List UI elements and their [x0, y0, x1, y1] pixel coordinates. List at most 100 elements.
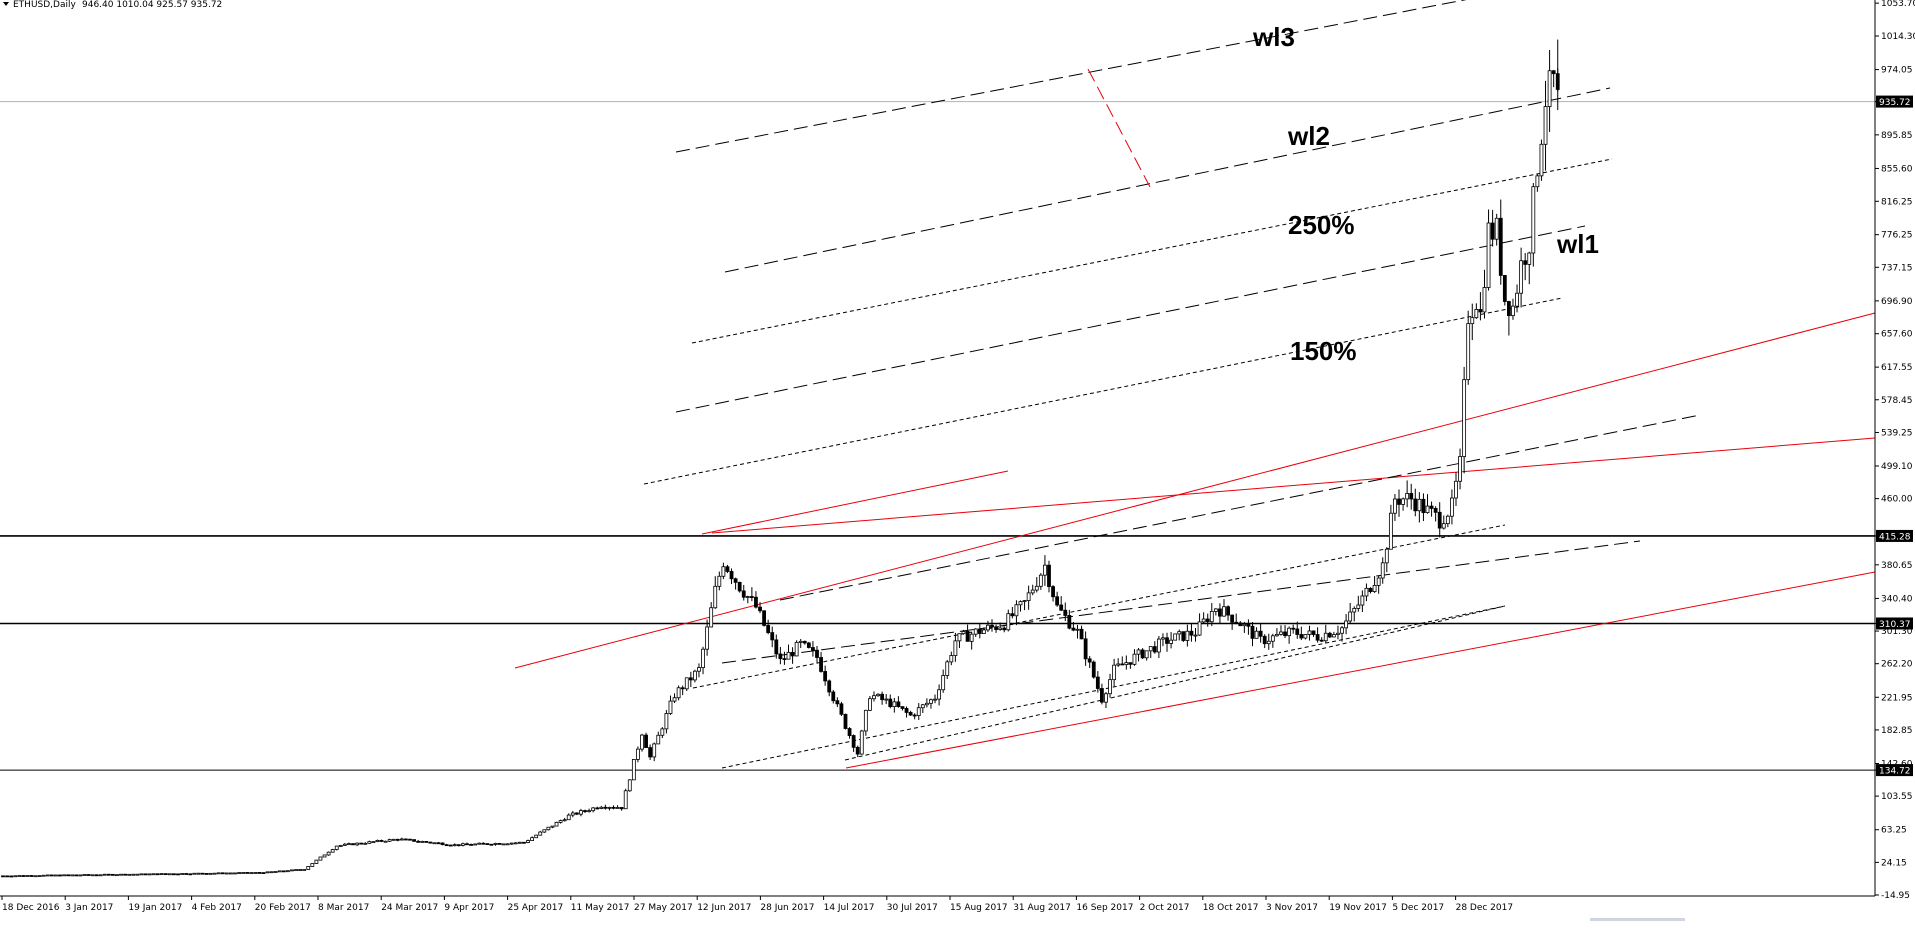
candle	[481, 842, 486, 845]
candle	[338, 844, 343, 847]
candle-body	[119, 873, 123, 876]
candle-body	[135, 873, 140, 876]
candle-body	[456, 844, 461, 847]
candle-body	[1450, 497, 1454, 517]
candle	[188, 873, 193, 876]
candle	[237, 872, 241, 875]
candle-body	[900, 706, 905, 709]
candle-body	[314, 859, 319, 864]
candle	[54, 874, 58, 877]
candle	[684, 677, 689, 692]
candle-body	[265, 871, 270, 874]
x-tick-label: 9 Apr 2017	[444, 903, 494, 913]
candle	[294, 869, 298, 872]
candle	[631, 759, 636, 781]
dropdown-triangle-icon[interactable]	[3, 2, 9, 6]
candle	[1531, 182, 1536, 267]
candle-body	[1421, 498, 1426, 514]
candle	[1156, 636, 1161, 658]
candle	[432, 842, 437, 845]
candle	[1291, 624, 1296, 634]
price-label-box	[1876, 764, 1913, 777]
candle-body	[896, 701, 901, 707]
candle-body	[1189, 630, 1194, 636]
candle	[990, 619, 994, 632]
candle-body	[941, 675, 946, 691]
candle-body	[1490, 222, 1495, 240]
candle-body	[961, 631, 966, 635]
candle-body	[66, 874, 71, 877]
candle	[314, 859, 319, 864]
candle	[774, 634, 779, 659]
candle	[1478, 292, 1483, 321]
candle-body	[892, 701, 897, 708]
candle-body	[330, 849, 335, 853]
horizontal-levels	[0, 535, 1875, 771]
candle-body	[550, 825, 555, 828]
candle	[139, 873, 144, 876]
candle-body	[1360, 595, 1365, 606]
candle-body	[1091, 661, 1096, 678]
candle-body	[973, 628, 978, 635]
candle-body	[17, 875, 22, 877]
candle	[1100, 683, 1104, 705]
candle	[1376, 575, 1381, 594]
candle-body	[253, 872, 258, 874]
candle	[1132, 649, 1137, 666]
candle	[347, 842, 351, 846]
candle-body	[473, 843, 478, 846]
candle-body	[664, 713, 669, 730]
candle	[1112, 658, 1117, 687]
candle	[595, 806, 600, 810]
candle-body	[74, 874, 79, 877]
candle-body	[680, 687, 685, 690]
candle	[383, 840, 388, 843]
candle-body	[725, 566, 730, 572]
candle	[957, 633, 962, 648]
candle-body	[1148, 646, 1153, 652]
candle-body	[1474, 309, 1479, 319]
candle	[725, 564, 730, 574]
candle	[62, 874, 66, 877]
candle-body	[58, 874, 62, 877]
candle-body	[509, 842, 514, 845]
candle	[351, 843, 355, 846]
candle	[693, 669, 697, 683]
candle	[208, 872, 213, 875]
candle-body	[1250, 625, 1255, 639]
y-tick-label: 301.30	[1881, 627, 1913, 637]
candle	[155, 873, 160, 876]
candle	[1108, 673, 1112, 698]
candle-body	[1, 875, 5, 878]
candle	[412, 839, 416, 842]
candle-body	[216, 872, 221, 875]
candle	[420, 840, 425, 843]
candle-body	[1156, 638, 1161, 653]
candle-body	[957, 633, 962, 642]
candle	[583, 809, 587, 814]
candle	[1226, 605, 1230, 621]
y-tick-label: -14.95	[1881, 891, 1910, 901]
candle	[229, 872, 233, 875]
candle	[570, 811, 575, 818]
candle-body	[448, 844, 453, 847]
candle	[847, 727, 852, 739]
y-tick-label: 657.60	[1881, 330, 1913, 340]
candle	[1169, 632, 1173, 649]
candle	[1315, 627, 1320, 643]
candle-body	[1100, 688, 1104, 703]
candle	[1360, 590, 1365, 612]
candle-body	[648, 747, 653, 758]
candle	[607, 806, 612, 811]
candle	[25, 875, 30, 877]
candle-body	[1262, 635, 1267, 645]
candle	[253, 872, 258, 874]
candle-body	[54, 874, 58, 877]
candle	[1091, 660, 1096, 679]
candle-body	[1136, 649, 1141, 655]
candle	[1275, 628, 1279, 637]
candle-body	[526, 840, 530, 843]
candle	[465, 842, 469, 846]
candle	[912, 713, 917, 720]
candle-body	[1230, 614, 1235, 623]
